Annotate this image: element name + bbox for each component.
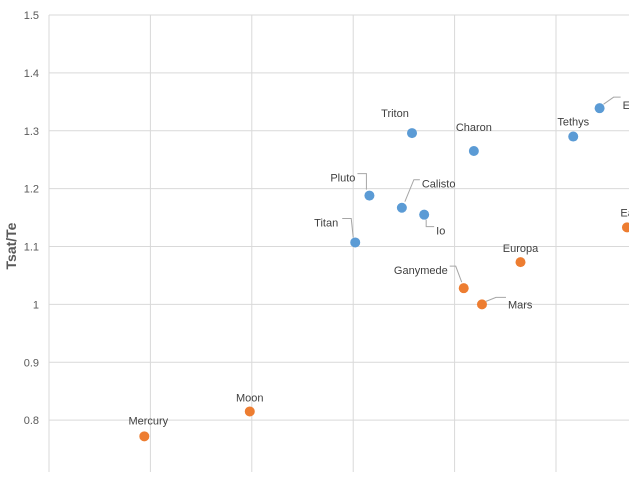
point-mercury xyxy=(139,431,150,442)
point-label-calisto: Calisto xyxy=(422,179,456,191)
leader-lines xyxy=(342,96,621,302)
data-points xyxy=(139,103,629,442)
point-europa xyxy=(515,257,526,268)
point-e xyxy=(594,103,605,114)
point-label-triton: Triton xyxy=(381,108,409,120)
point-label-moon: Moon xyxy=(236,392,264,404)
y-tick-label: 1.5 xyxy=(24,10,39,22)
point-titan xyxy=(350,237,361,248)
point-label-ganymede: Ganymede xyxy=(394,265,448,277)
leader-line-calisto xyxy=(404,179,420,202)
y-axis-title: Tsat/Te xyxy=(3,222,19,269)
point-label-mars: Mars xyxy=(508,299,533,311)
point-label-io: Io xyxy=(436,226,445,238)
gridlines xyxy=(48,14,629,472)
point-label-mercury: Mercury xyxy=(128,415,168,427)
y-tick-label: 1.2 xyxy=(24,184,39,196)
leader-line-e xyxy=(603,96,621,105)
point-moon xyxy=(244,406,255,417)
y-tick-label: 0.8 xyxy=(24,415,39,427)
y-tick-labels: 0.8 0.9 1 1.1 1.2 1.3 1.4 1.5 xyxy=(24,10,39,427)
y-tick-label: 0.9 xyxy=(24,357,39,369)
point-label-e: E xyxy=(623,100,629,112)
point-tethys xyxy=(568,131,579,142)
point-label-ear: Ear xyxy=(620,207,629,219)
point-mars xyxy=(476,299,487,310)
point-charon xyxy=(468,146,479,157)
point-triton xyxy=(407,128,418,139)
leader-line-pluto xyxy=(357,173,367,190)
y-tick-label: 1 xyxy=(33,299,39,311)
point-pluto xyxy=(364,190,375,201)
point-label-charon: Charon xyxy=(456,122,492,134)
point-ganymede xyxy=(458,283,469,294)
point-calisto xyxy=(396,202,407,213)
data-labels: Mercury Moon Titan Pluto Calisto Io Triton Char… xyxy=(128,100,629,427)
y-tick-label: 1.1 xyxy=(24,242,39,254)
leader-line-io xyxy=(425,219,435,228)
point-label-europa: Europa xyxy=(503,243,539,255)
leader-line-titan xyxy=(342,217,354,238)
leader-line-ganymede xyxy=(449,265,463,283)
point-label-titan: Titan xyxy=(314,217,338,229)
leader-line-mars xyxy=(485,296,506,302)
point-label-tethys: Tethys xyxy=(557,117,589,129)
point-label-pluto: Pluto xyxy=(330,173,355,185)
point-ear xyxy=(621,222,629,233)
y-tick-label: 1.3 xyxy=(24,126,39,138)
y-tick-label: 1.4 xyxy=(24,68,39,80)
point-io xyxy=(419,209,430,220)
